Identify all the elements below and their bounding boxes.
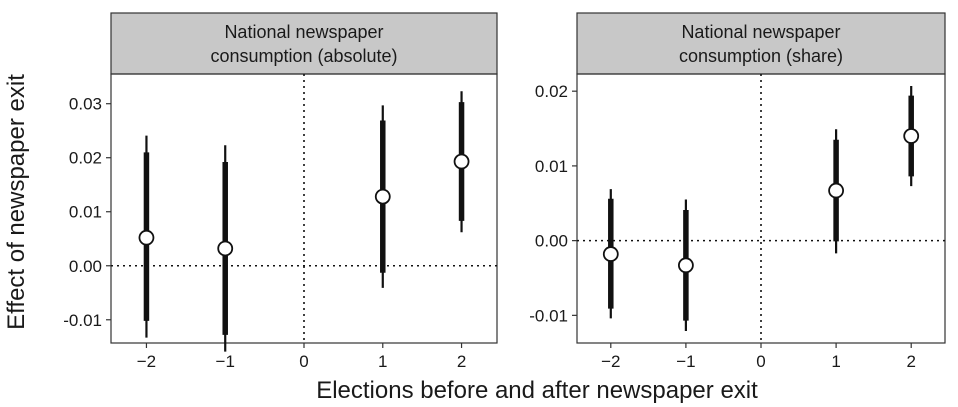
x-tick-label: −2 [137,352,156,371]
point-estimate [138,229,155,246]
point-estimate [374,188,391,205]
x-tick-label: −1 [216,352,235,371]
y-tick-label: 0.01 [535,157,568,176]
y-tick-label: 0.02 [69,149,102,168]
facet-title-line: National newspaper [681,22,840,42]
panel-2: National newspaper consumption (share) -0.… [529,12,946,371]
facet-title-line: consumption (share) [679,46,843,66]
point-estimate [602,246,619,262]
y-tick-label: 0.00 [535,232,568,251]
y-tick-label: 0.02 [535,82,568,101]
facet-strip [576,12,946,75]
panel-1: National newspaper consumption (absolute)… [63,12,498,371]
panels: National newspaper consumption (absolute)… [63,12,946,371]
facet-strip [110,12,498,75]
x-tick-label: −1 [676,352,695,371]
y-tick-label: 0.00 [69,257,102,276]
x-tick-label: 2 [906,352,915,371]
point-estimate [453,153,470,170]
facet-title-line: consumption (absolute) [210,46,397,66]
y-tick-label: -0.01 [529,306,568,325]
point-estimate [828,182,845,199]
y-tick-label: -0.01 [63,311,102,330]
x-tick-label: 0 [299,352,308,371]
y-axis-label: Effect of newspaper exit [3,74,30,330]
y-tick-label: 0.01 [69,203,102,222]
x-tick-label: 2 [457,352,466,371]
point-estimate [217,240,234,257]
x-tick-label: 1 [831,352,840,371]
x-tick-label: −2 [601,352,620,371]
y-tick-label: 0.03 [69,95,102,114]
x-tick-label: 0 [756,352,765,371]
point-estimate [677,257,694,274]
x-axis-label: Elections before and after newspaper exi… [316,377,758,404]
point-estimate [903,128,920,144]
facet-title-line: National newspaper [224,22,383,42]
x-tick-label: 1 [378,352,387,371]
